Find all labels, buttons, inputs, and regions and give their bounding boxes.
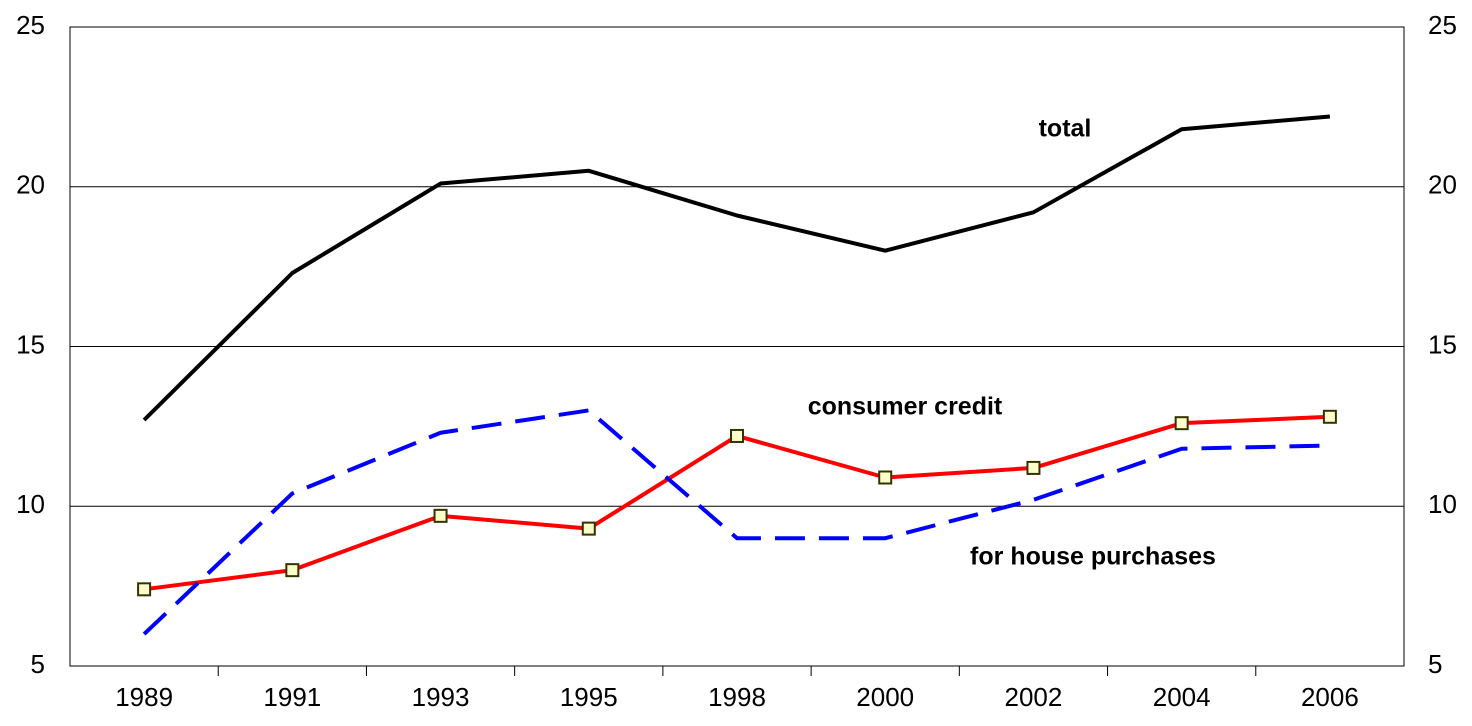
series-label: total: [1039, 115, 1092, 143]
series-label: for house purchases: [970, 543, 1216, 571]
point-marker: [878, 470, 893, 485]
y-tick-label: 25: [16, 10, 45, 40]
point-marker: [137, 582, 152, 597]
point-marker: [433, 508, 448, 523]
x-tick-label: 1991: [263, 682, 321, 712]
point-marker: [1322, 409, 1337, 424]
x-tick-label: 2004: [1153, 682, 1211, 712]
plot-frame: [69, 26, 1405, 667]
point-marker: [1174, 416, 1189, 431]
point-marker: [1026, 460, 1041, 475]
x-tick-label: 1998: [708, 682, 766, 712]
series-line: [142, 408, 1330, 636]
point-marker: [730, 428, 744, 443]
y-tick-label: 15: [16, 329, 45, 359]
y2-tick-label: 25: [1428, 10, 1457, 40]
x-tick-label: 2006: [1301, 682, 1359, 712]
y-tick-label: 5: [31, 649, 45, 679]
y-tick-label: 10: [16, 489, 45, 519]
series-line: [142, 114, 1331, 422]
point-marker: [285, 563, 300, 578]
series-label: consumer credit: [808, 393, 1003, 421]
y2-tick-label: 20: [1428, 170, 1457, 200]
y-tick-label: 20: [16, 170, 45, 200]
x-tick-label: 1989: [115, 682, 173, 712]
y2-tick-label: 5: [1428, 649, 1442, 679]
point-marker: [581, 521, 596, 536]
x-tick-label: 2002: [1005, 682, 1063, 712]
x-tick-label: 2000: [856, 682, 914, 712]
y2-tick-label: 15: [1428, 329, 1457, 359]
x-tick-label: 1993: [412, 682, 470, 712]
x-tick-label: 1995: [560, 682, 618, 712]
y2-tick-label: 10: [1428, 489, 1457, 519]
